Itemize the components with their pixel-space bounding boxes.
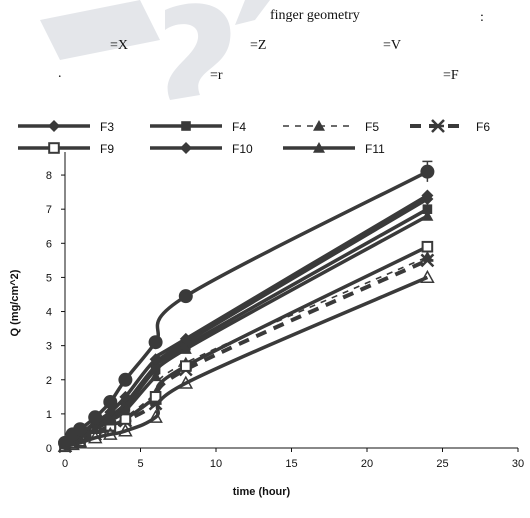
legend-marker <box>313 142 325 153</box>
legend-label: F4 <box>232 120 246 134</box>
data-point <box>422 204 433 214</box>
legend-label: F9 <box>100 142 114 156</box>
watermark-shape <box>165 3 231 100</box>
series-line <box>64 197 429 447</box>
legend-label: F3 <box>100 120 114 134</box>
legend-label: F5 <box>365 120 379 134</box>
doc-var-r: =r <box>210 68 223 83</box>
x-tick-label: 15 <box>285 458 297 470</box>
legend-marker <box>48 120 60 132</box>
data-point <box>178 289 193 304</box>
doc-heading: finger geometry <box>270 8 360 23</box>
y-tick-label: 0 <box>46 443 52 455</box>
y-tick-label: 5 <box>46 272 52 284</box>
y-tick-label: 8 <box>46 170 52 182</box>
data-point <box>88 410 103 425</box>
data-point <box>180 360 192 372</box>
legend-marker <box>180 142 192 154</box>
data-point <box>72 435 88 449</box>
data-point <box>149 370 162 382</box>
data-point <box>89 423 102 435</box>
y-tick-label: 7 <box>46 204 52 216</box>
data-point <box>178 375 194 389</box>
x-tick-label: 30 <box>512 458 524 470</box>
watermark-shape <box>235 0 270 25</box>
data-point <box>420 253 435 268</box>
data-point <box>104 414 117 426</box>
data-point <box>118 423 133 437</box>
chart-plot-area <box>57 160 435 454</box>
legend-item-f9: F9 <box>18 142 114 156</box>
data-point <box>148 409 163 423</box>
legend-label: F6 <box>476 120 490 134</box>
y-tick-label: 4 <box>46 307 52 319</box>
legend-marker <box>48 142 60 154</box>
series-F4 <box>60 204 433 450</box>
legend-marker <box>431 119 445 133</box>
data-point <box>179 343 192 354</box>
y-tick-label: 1 <box>46 409 52 421</box>
doc-var-f: =F <box>443 68 459 83</box>
series-F9 <box>59 240 434 453</box>
data-point <box>149 353 162 366</box>
data-point <box>421 189 434 202</box>
legend-marker <box>313 120 325 131</box>
x-tick-label: 5 <box>137 458 143 470</box>
x-tick-label: 0 <box>62 458 68 470</box>
x-tick-label: 20 <box>361 458 373 470</box>
watermark-shape <box>40 0 160 60</box>
data-point <box>150 364 161 375</box>
data-point <box>149 391 162 403</box>
x-tick-label: 25 <box>436 458 448 470</box>
legend-item-f5: F5 <box>283 120 379 134</box>
doc-var-v: =V <box>383 38 402 53</box>
y-axis-label: Q (mg/cm^2) <box>9 269 21 336</box>
series-line <box>64 258 429 449</box>
data-point <box>179 332 192 345</box>
x-axis-label: time (hour) <box>233 486 291 498</box>
doc-colon: : <box>480 10 484 25</box>
legend-item-f10: F10 <box>150 142 253 156</box>
data-point <box>103 426 118 440</box>
doc-var-x: =X <box>110 38 129 53</box>
x-tick-label: 10 <box>210 458 222 470</box>
legend-item-f4: F4 <box>150 120 246 134</box>
data-point <box>103 394 118 409</box>
legend-item-f3: F3 <box>18 120 114 134</box>
y-tick-label: 6 <box>46 238 52 250</box>
legend-marker <box>181 121 191 131</box>
dissolution-chart: F3 F4 F5 F6 F9 F10 F11 0 5 10 15 20 25 30 0 1 2 3 4 5 6 7 8 ti… <box>9 119 524 498</box>
data-point <box>73 422 88 437</box>
data-point <box>420 164 435 179</box>
chart-legend: F3 F4 F5 F6 F9 F10 F11 <box>18 119 490 156</box>
data-point <box>119 390 132 403</box>
chart-axes: 0 5 10 15 20 25 30 0 1 2 3 4 5 6 7 8 time (hour) Q (mg/cm… <box>9 152 524 498</box>
data-point <box>87 430 103 444</box>
legend-item-f11: F11 <box>283 142 385 156</box>
data-point <box>420 269 435 283</box>
data-point <box>421 240 434 253</box>
series-unlabeled-8 <box>58 160 435 450</box>
data-point <box>421 210 434 221</box>
legend-label: F11 <box>365 142 385 156</box>
data-point <box>119 404 132 416</box>
doc-dot: . <box>58 66 62 81</box>
legend-item-f6: F6 <box>410 119 490 134</box>
data-point <box>118 372 133 387</box>
doc-var-z: =Z <box>250 38 267 53</box>
data-point <box>104 406 117 419</box>
legend-label: F10 <box>232 142 253 156</box>
data-point <box>148 335 163 350</box>
y-tick-label: 2 <box>46 375 52 387</box>
series-line <box>64 256 428 448</box>
y-tick-label: 3 <box>46 341 52 353</box>
